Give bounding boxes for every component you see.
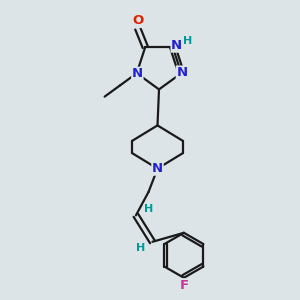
Text: H: H: [136, 243, 145, 254]
Text: N: N: [171, 39, 182, 52]
Text: O: O: [132, 14, 143, 28]
Text: H: H: [183, 36, 192, 46]
Text: H: H: [144, 204, 153, 214]
Text: N: N: [152, 162, 163, 175]
Text: N: N: [132, 67, 143, 80]
Text: F: F: [179, 279, 188, 292]
Text: N: N: [176, 66, 188, 79]
